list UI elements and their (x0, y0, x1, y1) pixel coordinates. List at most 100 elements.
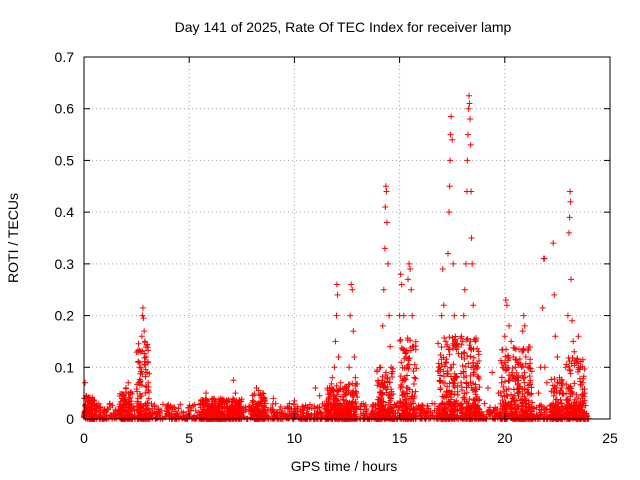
data-point (463, 389, 470, 396)
data-point (143, 353, 150, 360)
data-point (468, 188, 475, 195)
data-point (331, 364, 338, 371)
data-point (573, 391, 580, 398)
data-point (579, 404, 586, 411)
data-point (424, 409, 431, 416)
data-point (571, 380, 578, 387)
data-point (382, 203, 389, 210)
data-point (142, 389, 149, 396)
data-point (446, 334, 453, 341)
data-point (486, 410, 493, 417)
data-point (447, 391, 454, 398)
data-point (389, 374, 396, 381)
data-point (202, 395, 209, 402)
data-point (508, 369, 515, 376)
data-point (543, 379, 550, 386)
data-point (308, 405, 315, 412)
data-point (323, 407, 330, 414)
data-point (564, 396, 571, 403)
data-point (443, 356, 450, 363)
data-point (91, 397, 98, 404)
data-point (527, 360, 533, 367)
data-point (418, 410, 425, 417)
data-point (507, 406, 514, 413)
data-point (475, 348, 482, 355)
data-point (460, 413, 467, 420)
data-point (461, 356, 468, 363)
data-point (140, 315, 147, 322)
data-point (495, 390, 502, 397)
y-tick-label: 0.4 (55, 204, 75, 220)
data-point (137, 370, 144, 377)
data-point (445, 402, 452, 409)
data-point (337, 393, 344, 400)
data-point (468, 345, 475, 352)
data-point (250, 398, 257, 405)
data-point (499, 346, 506, 353)
data-point (411, 393, 418, 400)
data-point (145, 388, 152, 395)
data-point (581, 390, 588, 397)
data-point (563, 405, 570, 412)
data-point (119, 407, 126, 414)
data-point (518, 402, 525, 409)
data-point (573, 359, 580, 366)
data-point (349, 286, 356, 293)
data-point (472, 337, 479, 344)
data-point (257, 398, 264, 405)
data-point (512, 364, 519, 371)
data-point (581, 365, 588, 372)
data-point (502, 297, 509, 304)
data-point (511, 345, 518, 352)
data-point (502, 414, 509, 421)
data-point (417, 403, 424, 410)
data-point (508, 399, 515, 406)
data-point (143, 384, 150, 391)
data-point (558, 384, 565, 391)
data-point (566, 402, 573, 409)
data-point (567, 367, 574, 374)
data-point (144, 400, 151, 407)
data-points (81, 92, 592, 422)
data-point (529, 399, 536, 406)
data-point (413, 365, 420, 372)
data-point (137, 364, 144, 371)
data-point (446, 183, 453, 190)
data-point (380, 398, 387, 405)
data-point (135, 379, 142, 386)
data-point (203, 408, 210, 415)
data-point (501, 333, 508, 340)
data-point (284, 411, 291, 418)
data-point (523, 410, 530, 417)
data-point (388, 386, 395, 393)
data-point (117, 414, 124, 421)
data-point (141, 328, 148, 335)
data-point (528, 368, 535, 375)
data-point (429, 400, 436, 407)
data-point (384, 374, 391, 381)
data-point (450, 260, 457, 267)
data-point (537, 412, 544, 419)
data-point (95, 400, 102, 407)
data-point (458, 341, 465, 348)
data-point (553, 388, 560, 395)
data-point (404, 372, 411, 379)
data-point (261, 397, 268, 404)
data-point (567, 393, 574, 400)
data-point (451, 370, 458, 377)
data-point (340, 388, 347, 395)
data-point (397, 373, 404, 380)
data-point (363, 407, 370, 414)
data-point (301, 404, 308, 411)
data-point (268, 407, 275, 414)
data-point (383, 188, 390, 195)
data-point (206, 405, 213, 412)
data-point (467, 141, 474, 148)
data-point (333, 397, 340, 404)
y-tick-label: 0.3 (55, 256, 75, 272)
data-point (399, 388, 406, 395)
data-point (383, 219, 390, 226)
data-point (435, 406, 442, 413)
data-point (117, 398, 124, 405)
data-point (508, 391, 515, 398)
